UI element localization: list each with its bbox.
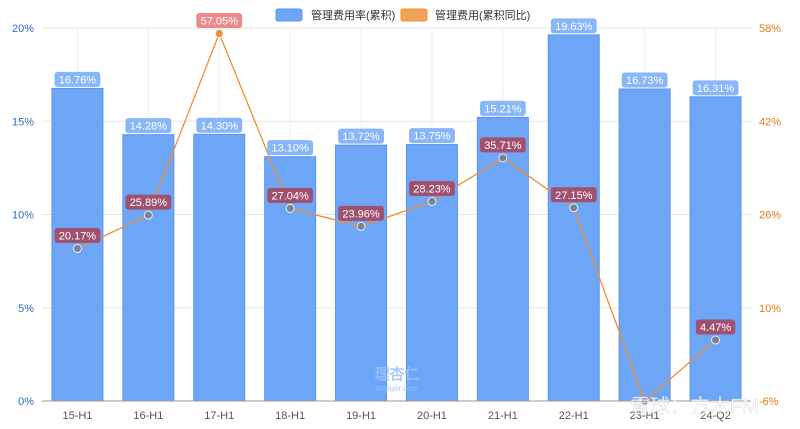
line-value-label-bg: [54, 227, 101, 243]
line-value-label-bg: [550, 187, 597, 203]
line-value-label-bg: [695, 319, 736, 335]
line-value-label: 25.89%: [130, 197, 168, 209]
x-tick-label: 17-H1: [204, 410, 234, 422]
line-point[interactable]: [73, 244, 82, 253]
line-point[interactable]: [427, 197, 437, 206]
x-tick-label: 15-H1: [62, 410, 92, 422]
bar-value-label: 19.63%: [555, 21, 593, 33]
legend-swatch-line[interactable]: [400, 8, 428, 22]
x-tick-label: 22-H1: [559, 410, 589, 422]
watermark-front: 雪球：方木FM: [630, 395, 759, 418]
bar-value-label-bg: [692, 80, 739, 96]
bar[interactable]: [122, 134, 175, 402]
bar-value-label-bg: [338, 128, 384, 144]
line-value-label: 4.47%: [700, 322, 731, 334]
line-value-label-bg: [125, 194, 172, 210]
bar-value-label: 16.73%: [626, 75, 664, 87]
bar[interactable]: [476, 116, 529, 402]
bar-value-label-bg: [621, 72, 668, 88]
line-value-label: 28.23%: [413, 184, 451, 196]
legend[interactable]: 管理费用率(累积) 管理费用(累积同比): [275, 8, 530, 22]
x-tick-label: 18-H1: [275, 410, 305, 422]
line-point[interactable]: [285, 204, 295, 213]
line-point[interactable]: [214, 29, 224, 38]
line-value-label-bg: [338, 205, 384, 221]
line-series: [73, 29, 720, 406]
y-right-tick-label: 58%: [759, 23, 781, 35]
line-point[interactable]: [356, 221, 366, 231]
line-value-label: 23.96%: [342, 208, 380, 220]
line-point[interactable]: [498, 153, 508, 163]
watermark-site-text: lixinger.com: [376, 384, 419, 393]
bar[interactable]: [335, 144, 388, 402]
line-point[interactable]: [143, 210, 153, 220]
line-value-label: 27.15%: [555, 190, 593, 202]
bar-value-label-bg: [54, 71, 101, 87]
line-value-label: 20.17%: [59, 230, 97, 242]
x-tick-label: 21-H1: [488, 410, 518, 422]
line-value-label-bg: [196, 13, 243, 29]
line-point[interactable]: [711, 335, 720, 345]
bar[interactable]: [193, 133, 246, 402]
x-tick-label: 24-Q2: [700, 410, 731, 422]
legend-label-line[interactable]: 管理费用(累积同比): [435, 8, 530, 22]
bar-value-label-bg: [267, 140, 314, 156]
y-right-tick-label: 42%: [759, 116, 781, 128]
line-value-label-bg: [267, 187, 314, 203]
x-tick-label: 23-H1: [630, 410, 660, 422]
bar-value-label-bg: [550, 18, 597, 34]
legend-label-bar[interactable]: 管理费用率(累积): [311, 8, 395, 22]
bar-value-label: 15.21%: [484, 103, 522, 115]
x-tick-label: 19-H1: [346, 410, 376, 422]
line-value-label: 57.05%: [201, 16, 239, 28]
watermark-layer: 理杏仁 lixinger.com: [374, 365, 419, 393]
watermark-logo-text: 理杏仁: [374, 365, 419, 383]
line-value-label: 27.04%: [271, 190, 309, 202]
line-point[interactable]: [569, 203, 579, 213]
x-tick-label: 16-H1: [133, 410, 163, 422]
axis-layer: 0% 5% 10% 15% 20% -6% 10% 26% 42% 58% 15-H1 16-H1 17…: [12, 23, 781, 422]
bar-value-label-bg: [196, 117, 243, 133]
data-label-layer: 16.76% 14.28% 14.30% 13.10% 13.72% 13.75% 15.2…: [54, 13, 739, 335]
y-left-tick-label: 10%: [12, 210, 34, 222]
bar-value-label: 13.75%: [413, 131, 451, 143]
watermark-xueqiu: 雪球：方木FM: [630, 395, 759, 418]
bar-value-label: 13.10%: [271, 143, 309, 155]
x-tick-label: 20-H1: [417, 410, 447, 422]
y-right-tick-label: -6%: [759, 396, 779, 408]
y-left-tick-label: 5%: [18, 303, 34, 315]
bar[interactable]: [547, 34, 600, 402]
bar-value-label-bg: [479, 100, 526, 116]
bar-value-label: 14.30%: [201, 120, 239, 132]
bar-value-label-bg: [409, 128, 455, 144]
bar-value-label: 14.28%: [130, 121, 168, 133]
bar-value-label: 16.76%: [59, 74, 97, 86]
line-value-label-bg: [409, 181, 455, 197]
y-right-tick-label: 10%: [759, 303, 781, 315]
y-left-tick-label: 0%: [18, 396, 34, 408]
line-value-label: 35.71%: [484, 140, 522, 152]
bar-value-label: 16.31%: [697, 83, 735, 95]
y-left-tick-label: 15%: [12, 116, 34, 128]
bar-value-label: 13.72%: [342, 131, 380, 143]
legend-swatch-bar[interactable]: [275, 8, 303, 22]
bar-value-label-bg: [125, 118, 172, 134]
y-right-tick-label: 26%: [759, 210, 781, 222]
y-left-tick-label: 20%: [12, 23, 34, 35]
line-path: [77, 31, 716, 403]
bar-series: [51, 34, 742, 402]
line-value-label-bg: [479, 137, 526, 153]
